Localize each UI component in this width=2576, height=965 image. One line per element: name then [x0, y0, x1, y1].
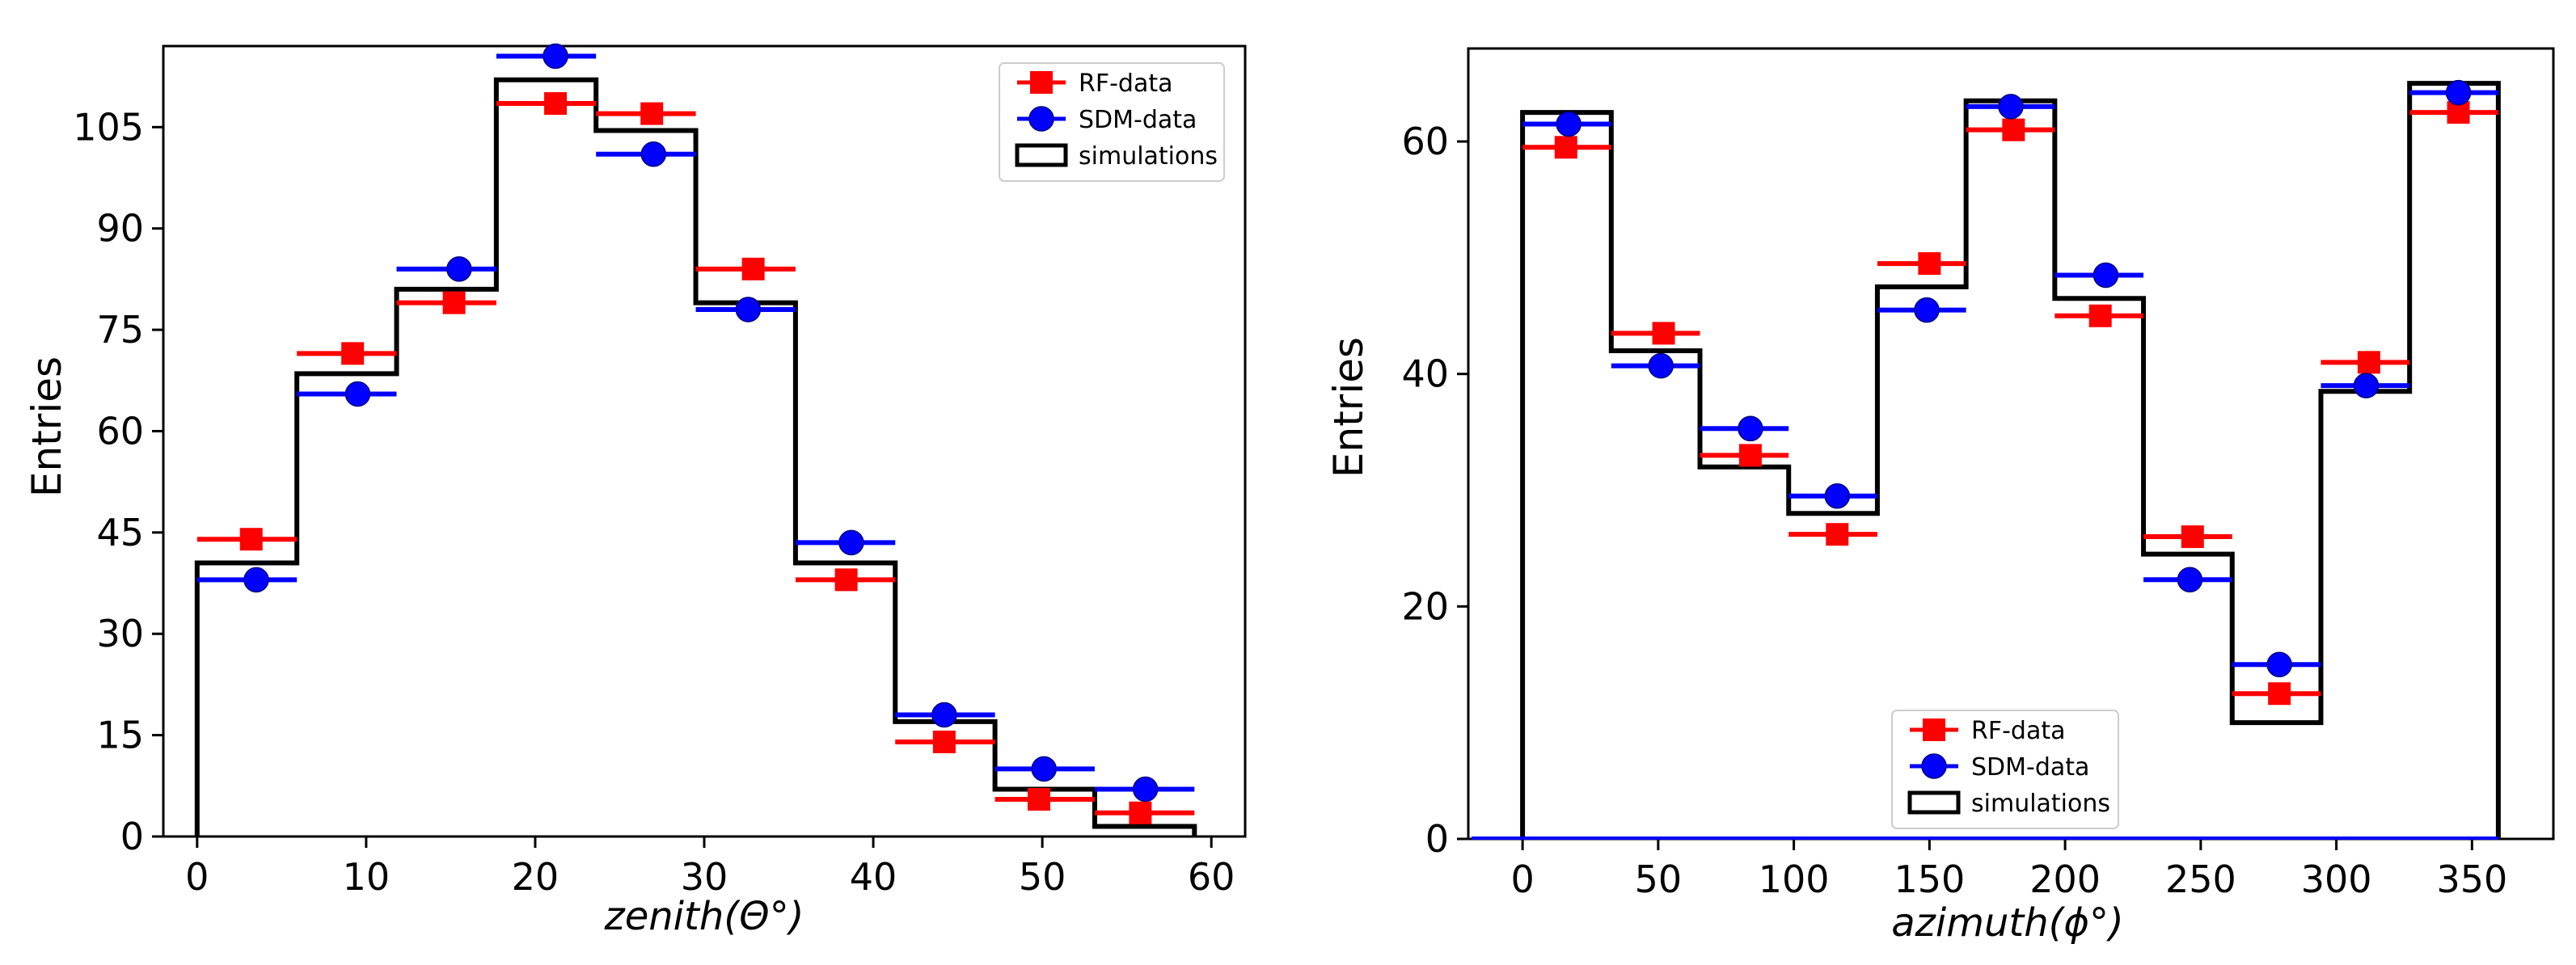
y-tick-label: 60	[1401, 120, 1449, 163]
x-tick-label: 20	[512, 855, 560, 899]
x-tick-label: 0	[1510, 858, 1534, 901]
rf-data-point	[1918, 252, 1941, 276]
sdm-data-point	[2353, 373, 2380, 398]
sdm-data-point	[1132, 776, 1159, 803]
y-axis-label: Entries	[1325, 337, 1372, 478]
rf-data-point	[2357, 351, 2380, 374]
legend-handle-simulations	[1015, 143, 1068, 167]
y-tick-label: 15	[96, 714, 144, 757]
rf-data-point	[1027, 788, 1050, 811]
sdm-data-point	[1648, 352, 1674, 379]
x-tick-label: 40	[850, 855, 897, 899]
sdm-data-point	[446, 256, 472, 282]
y-tick-label: 105	[73, 105, 144, 149]
sdm-data-point	[2177, 567, 2203, 593]
rf-data-point	[2181, 525, 2204, 549]
sdm-data-point	[2266, 651, 2292, 678]
legend-label: SDM-data	[1079, 106, 1197, 134]
series-rf-data	[1522, 101, 2498, 706]
rf-data-point	[2268, 682, 2291, 706]
rf-data-point	[341, 342, 365, 365]
rf-data-point	[544, 92, 568, 116]
x-tick-label: 250	[2165, 858, 2236, 901]
x-axis-label: zenith(Θ°)	[604, 894, 804, 939]
x-axis-label: azimuth(ϕ°)	[1891, 900, 2123, 946]
sdm-data-point	[735, 297, 762, 322]
rf-data-point	[442, 291, 466, 314]
x-tick-label: 60	[1188, 855, 1235, 899]
y-axis-label: Entries	[23, 356, 70, 497]
rf-data-point	[640, 102, 664, 125]
x-tick-label: 200	[2029, 858, 2101, 901]
sdm-data-point	[640, 141, 667, 167]
y-tick-label: 30	[96, 612, 144, 655]
rf-data-point	[834, 568, 858, 592]
sdm-data-point	[1824, 482, 1851, 509]
rf-data-point	[2002, 118, 2025, 141]
rf-data-point	[1826, 523, 1849, 546]
legend: RF-data SDM-data simulations	[1891, 710, 2119, 829]
legend-handle-square	[1923, 718, 1945, 741]
legend-box	[1891, 710, 2119, 829]
rf-data-point	[2088, 304, 2112, 327]
legend: RF-data SDM-data simulations	[999, 62, 1225, 182]
x-tick-label: 30	[681, 855, 728, 899]
sdm-data-point	[1031, 756, 1057, 782]
legend-box	[999, 62, 1225, 182]
x-tick-label: 150	[1894, 858, 1965, 901]
rf-data-point	[1554, 136, 1577, 159]
y-tick-label: 60	[96, 409, 144, 453]
legend-label: simulations	[1971, 790, 2110, 818]
legend-label: SDM-data	[1971, 753, 2089, 782]
chart-panel-zenith: 0 10 20 30 40 50 60 0 15 30 45 60 75 90 105 zenith(Θ°) E…	[23, 43, 1247, 939]
sdm-data-point	[1998, 94, 2024, 120]
sdm-data-point	[243, 567, 269, 593]
x-tick-label: 0	[185, 855, 209, 899]
x-tick-label: 10	[343, 855, 391, 899]
x-tick-label: 100	[1759, 858, 1830, 901]
x-tick-label: 50	[1019, 855, 1066, 899]
sdm-data-point	[931, 702, 957, 728]
legend-label: simulations	[1079, 142, 1218, 171]
x-tick-label: 50	[1635, 858, 1683, 901]
sdm-data-point	[2092, 262, 2119, 289]
x-tick-label: 300	[2301, 858, 2372, 901]
sdm-data-point	[543, 43, 568, 70]
y-tick-label: 75	[96, 308, 144, 352]
sdm-data-point	[344, 381, 371, 407]
sdm-data-point	[1556, 111, 1581, 137]
rf-data-point	[1738, 444, 1762, 467]
legend-handle-circle	[1028, 106, 1054, 132]
rf-data-point	[932, 730, 956, 753]
x-tick-label: 350	[2436, 858, 2507, 901]
simulations-histogram	[194, 77, 1197, 836]
rf-data-point	[741, 257, 765, 280]
rf-data-point	[239, 528, 263, 551]
y-tick-label: 20	[1401, 584, 1449, 628]
legend-handle-simulations	[1907, 790, 1961, 815]
legend-handle-circle	[1921, 753, 1947, 779]
y-tick-label: 0	[120, 815, 144, 858]
y-tick-label: 45	[96, 511, 144, 554]
y-tick-label: 0	[1425, 817, 1449, 861]
sdm-data-point	[838, 529, 864, 556]
rf-data-point	[1652, 322, 1675, 345]
series-sdm-data	[196, 43, 1195, 803]
legend-label: RF-data	[1971, 717, 2066, 745]
legend-handle-square	[1030, 71, 1053, 94]
chart-panel-azimuth: 0 50 100 150 200 250 300 350 0 20 40 60 azimuth(ϕ°) E…	[1325, 47, 2555, 946]
rf-data-point	[1129, 801, 1152, 824]
y-tick-label: 40	[1401, 352, 1449, 396]
sdm-data-point	[2445, 79, 2472, 106]
sdm-data-point	[1738, 415, 1763, 442]
series-sdm-data	[1522, 79, 2498, 678]
sdm-data-point	[1914, 297, 1940, 323]
y-tick-label: 90	[96, 207, 144, 251]
series-rf-data	[196, 92, 1195, 824]
legend-label: RF-data	[1079, 70, 1173, 98]
